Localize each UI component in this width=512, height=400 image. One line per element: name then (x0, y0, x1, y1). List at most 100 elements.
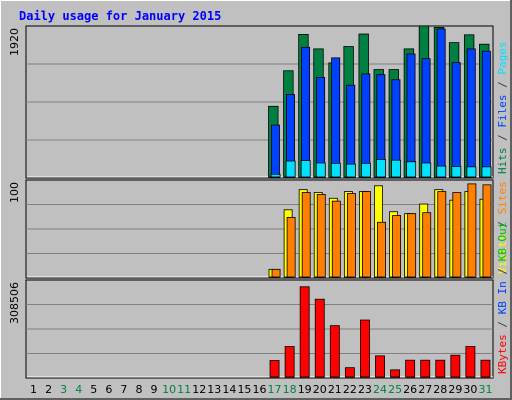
bar-kbytes-day-21 (329, 325, 340, 378)
bar-kbytes-day-28 (435, 359, 446, 378)
bar-pages-day-22 (345, 163, 356, 178)
bar-pages-day-25 (391, 159, 402, 178)
bar-pages-day-20 (315, 162, 326, 178)
bar-pages-day-19 (300, 160, 311, 178)
bar-kbytes-day-17 (269, 360, 280, 378)
bar-sites-day-31 (482, 184, 492, 278)
bar-sites-day-17 (271, 268, 281, 278)
x-tick-label: 27 (418, 383, 432, 396)
chart-title: Daily usage for January 2015 (19, 9, 221, 23)
x-tick-label: 6 (105, 383, 112, 396)
bar-sites-day-18 (286, 217, 296, 278)
legend-entry: / (496, 314, 509, 334)
x-tick-label: 11 (177, 383, 191, 396)
bar-kbytes-day-22 (344, 367, 355, 378)
bar-kbytes-day-19 (299, 286, 310, 378)
x-tick-label: 29 (448, 383, 462, 396)
x-tick-label: 16 (253, 383, 267, 396)
bar-pages-day-26 (406, 161, 417, 178)
x-tick-label: 2 (45, 383, 52, 396)
bar-kbytes-day-27 (420, 359, 431, 378)
x-tick-label: 25 (388, 383, 402, 396)
bar-files-day-17 (270, 124, 280, 178)
bar-sites-day-26 (407, 213, 417, 278)
bar-sites-day-30 (467, 183, 477, 278)
x-tick-label: 23 (358, 383, 372, 396)
legend-entry: / (496, 128, 509, 148)
bar-pages-day-17 (270, 173, 281, 178)
x-tick-label: 30 (463, 383, 477, 396)
x-tick-label: 9 (151, 383, 158, 396)
bar-kbytes-day-25 (390, 369, 401, 378)
chart-panels: 1920 Hits / Files / Pages 100 Visits / Site… (8, 25, 509, 379)
x-tick-label: 28 (433, 383, 447, 396)
bar-kbytes-day-31 (480, 359, 491, 378)
bar-files-day-21 (331, 57, 341, 178)
x-tick-label: 18 (283, 383, 297, 396)
x-tick-label: 5 (90, 383, 97, 396)
bar-kbytes-day-26 (405, 359, 416, 378)
x-tick-label: 4 (75, 383, 82, 396)
x-tick-label: 15 (237, 383, 251, 396)
x-tick-label: 14 (222, 383, 236, 396)
bar-sites-day-19 (301, 192, 311, 278)
legend-hits: Hits / Files / Pages (496, 42, 509, 175)
bar-files-day-22 (346, 84, 356, 178)
bar-kbytes-day-23 (360, 319, 370, 378)
bar-sites-day-29 (452, 192, 462, 278)
x-tick-label: 26 (403, 383, 417, 396)
y-max-label-hits: 1920 (8, 28, 21, 56)
legend-entry: Visits (496, 234, 509, 274)
x-tick-label: 10 (162, 383, 176, 396)
x-tick-label: 1 (30, 383, 37, 396)
bar-pages-day-30 (466, 166, 477, 178)
legend-entry: Pages (496, 42, 509, 75)
legend-entry: / (496, 214, 509, 234)
bar-pages-day-18 (285, 160, 296, 178)
x-tick-label: 19 (298, 383, 312, 396)
bar-pages-day-28 (436, 165, 447, 178)
bar-sites-day-25 (392, 215, 402, 278)
legend-entry: / (496, 75, 509, 95)
x-tick-label: 24 (373, 383, 387, 396)
bar-files-day-19 (301, 46, 311, 178)
legend-entry: Sites (496, 181, 509, 214)
bar-files-day-31 (481, 50, 491, 178)
bar-pages-day-23 (361, 162, 371, 178)
bar-kbytes-day-18 (284, 346, 295, 378)
panel-visits: 100 Visits / Sites (8, 179, 509, 279)
bar-kbytes-day-20 (314, 298, 325, 378)
bar-pages-day-21 (330, 162, 341, 178)
legend-entry: KBytes (496, 334, 509, 374)
y-max-label-visits: 100 (8, 182, 21, 203)
bar-kbytes-day-24 (375, 355, 385, 378)
x-tick-label: 7 (120, 383, 127, 396)
x-tick-label: 12 (192, 383, 206, 396)
legend-kbytes: KBytes / KB In / KB Out (496, 222, 509, 374)
x-tick-label: 8 (135, 383, 142, 396)
bar-sites-day-24 (377, 221, 386, 278)
bar-kbytes-day-30 (465, 346, 476, 378)
bar-files-day-29 (451, 62, 461, 178)
bar-files-day-27 (421, 58, 431, 178)
x-tick-label: 31 (478, 383, 492, 396)
panel-hits: 1920 Hits / Files / Pages (8, 25, 509, 179)
bar-pages-day-31 (481, 166, 492, 178)
bar-sites-day-20 (316, 194, 326, 278)
bar-sites-day-27 (422, 212, 432, 278)
legend-entry: Hits (496, 148, 509, 175)
x-axis-day-labels: 1 2 3 4 5 6 7 8 9 10 11 12 13 14 15 16 17 18 19 20 21 22 23 24 2… (30, 383, 492, 396)
bar-pages-day-27 (421, 162, 432, 178)
x-tick-label: 13 (207, 383, 221, 396)
bar-sites-day-28 (437, 191, 447, 278)
bar-files-day-23 (361, 73, 371, 178)
bar-sites-day-21 (331, 200, 341, 278)
bar-files-day-28 (436, 28, 446, 178)
legend-visits: Visits / Sites (496, 181, 509, 274)
x-tick-label: 22 (343, 383, 357, 396)
bar-kbytes-day-29 (450, 354, 461, 378)
bar-files-day-20 (316, 76, 326, 178)
legend-entry: / (496, 261, 509, 281)
bar-pages-day-29 (451, 166, 462, 178)
